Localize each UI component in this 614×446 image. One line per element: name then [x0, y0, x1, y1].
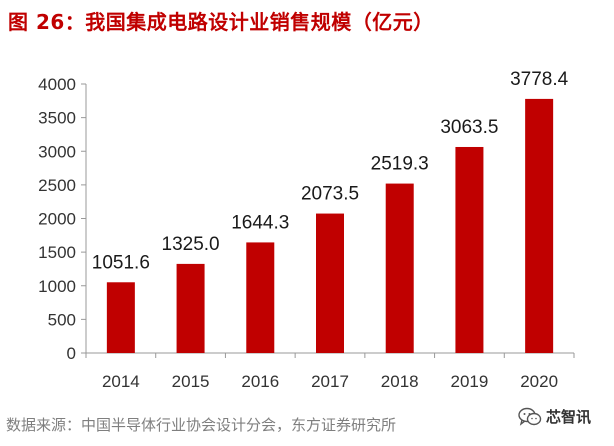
bars [106, 98, 554, 353]
x-tick-label: 2016 [241, 372, 279, 391]
bar-2019 [455, 146, 484, 353]
y-tick-label: 0 [67, 344, 76, 363]
data-label-2015: 1325.0 [162, 234, 220, 255]
bar-2018 [385, 183, 414, 353]
x-tick-label: 2018 [381, 372, 419, 391]
y-tick-label: 2000 [38, 210, 76, 229]
y-tick-label: 4000 [38, 75, 76, 94]
bar-2016 [246, 242, 275, 353]
bar-2014 [106, 282, 135, 353]
x-tick-label: 2019 [451, 372, 489, 391]
y-tick-label: 3000 [38, 142, 76, 161]
x-tick-label: 2020 [520, 372, 558, 391]
y-tick-label: 3500 [38, 109, 76, 128]
data-label-2020: 3778.4 [510, 69, 569, 90]
bar-2015 [176, 263, 205, 353]
watermark: 芯智讯 [518, 406, 591, 427]
data-label-2014: 1051.6 [92, 252, 150, 273]
x-axis: 2014 2015 2016 2017 2018 2019 2020 [85, 352, 575, 391]
y-tick-label: 500 [48, 310, 76, 329]
y-tick-label: 1500 [38, 243, 76, 262]
chart-title: 图 26：我国集成电路设计业销售规模（亿元） [8, 10, 434, 34]
x-tick-label: 2015 [172, 372, 210, 391]
data-label-2019: 3063.5 [440, 117, 498, 138]
source-note: 数据来源：中国半导体行业协会设计分会，东方证券研究所 [6, 416, 397, 434]
y-tick-label: 1000 [38, 277, 76, 296]
x-tick-label: 2017 [311, 372, 349, 391]
y-axis: 0 500 1000 1500 2000 2500 3000 3500 4000 [38, 75, 87, 363]
bar-2017 [316, 213, 344, 353]
x-tick-label: 2014 [102, 372, 140, 391]
data-label-2016: 1644.3 [231, 212, 289, 233]
data-label-2018: 2519.3 [371, 154, 429, 175]
data-label-2017: 2073.5 [301, 184, 359, 205]
data-labels: 1051.6 1325.0 1644.3 2073.5 2519.3 3063.5 3778… [92, 69, 569, 273]
wechat-icon [518, 407, 542, 426]
watermark-text: 芯智讯 [546, 408, 592, 426]
bar-2020 [525, 98, 554, 353]
y-tick-label: 2500 [38, 176, 76, 195]
